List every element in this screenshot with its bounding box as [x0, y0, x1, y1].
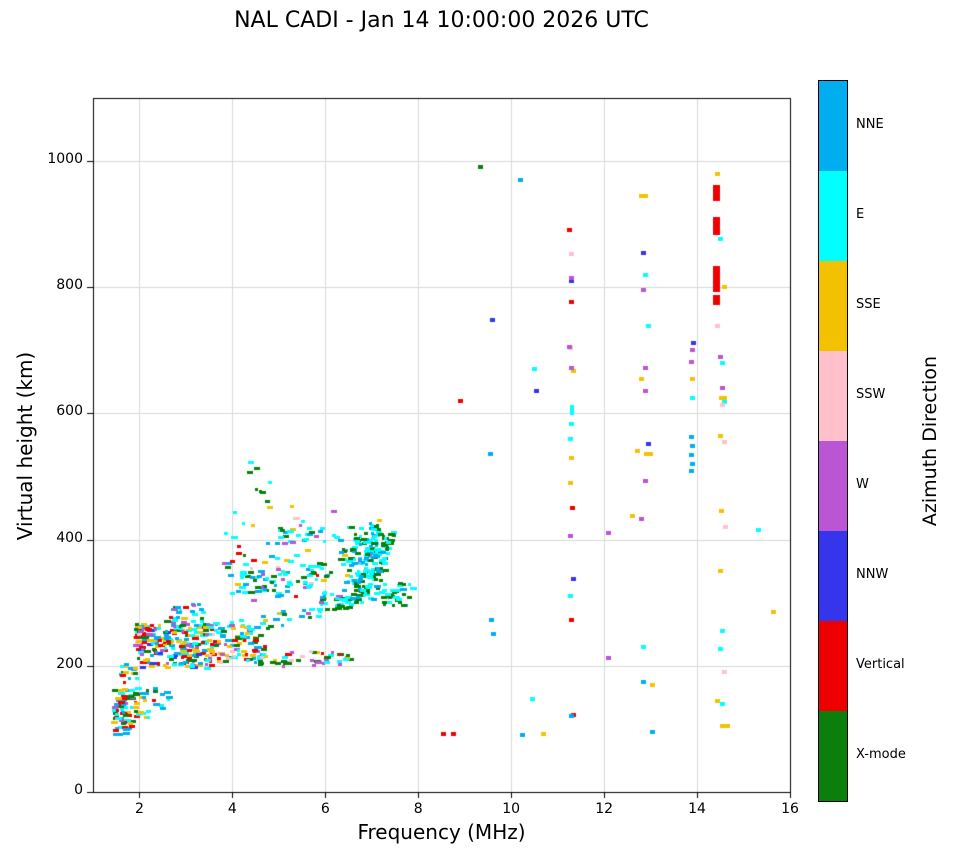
colorbar-segment-nne	[819, 81, 847, 171]
x-tick-label: 8	[413, 801, 423, 817]
colorbar-segment-sse	[819, 261, 847, 351]
x-tick-label: 2	[134, 801, 144, 817]
colorbar-segment-vertical	[819, 621, 847, 711]
x-tick-label: 12	[595, 801, 614, 817]
x-tick-label: 6	[320, 801, 330, 817]
colorbar-segment-ssw	[819, 351, 847, 441]
colorbar-title: Azimuth Direction	[919, 355, 941, 527]
colorbar-segment-x-mode	[819, 711, 847, 801]
colorbar-segment-e	[819, 171, 847, 261]
colorbar-segment-w	[819, 441, 847, 531]
y-tick-label: 400	[56, 529, 83, 546]
y-axis-label: Virtual height (km)	[13, 351, 37, 541]
y-tick-label: 200	[56, 655, 83, 672]
x-tick-label: 16	[781, 801, 799, 817]
x-axis-label: Frequency (MHz)	[357, 820, 526, 844]
y-tick-label: 800	[56, 277, 83, 294]
colorbar-label-w: W	[856, 477, 869, 492]
colorbar-label-vertical: Vertical	[856, 657, 905, 672]
colorbar-label-sse: SSE	[856, 297, 881, 312]
y-tick-label: 0	[74, 782, 83, 798]
x-tick-label: 14	[688, 801, 706, 817]
colorbar-label-nne: NNE	[856, 117, 884, 132]
colorbar-label-nnw: NNW	[856, 567, 889, 582]
colorbar-label-e: E	[856, 207, 865, 222]
colorbar-label-x-mode: X-mode	[856, 747, 906, 762]
chart-title: NAL CADI - Jan 14 10:00:00 2026 UTC	[234, 8, 649, 33]
colorbar-segment-nnw	[819, 531, 847, 621]
y-tick-label: 1000	[47, 151, 83, 168]
x-tick-label: 10	[502, 801, 521, 817]
x-tick-label: 4	[227, 801, 237, 817]
colorbar-label-ssw: SSW	[856, 387, 886, 402]
colorbar	[818, 80, 848, 802]
y-tick-label: 600	[56, 403, 83, 420]
